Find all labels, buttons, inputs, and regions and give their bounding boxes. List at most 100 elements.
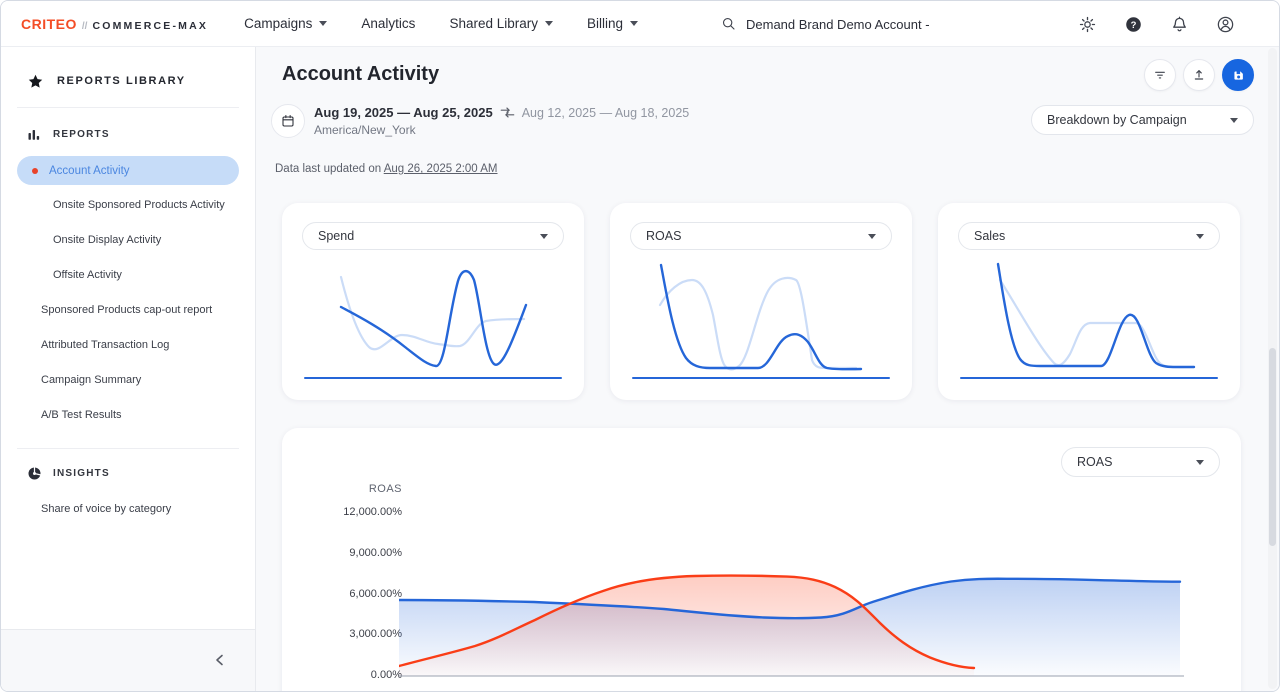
y-tick: 3,000.00% xyxy=(349,628,402,640)
account-icon[interactable] xyxy=(1216,15,1235,34)
date-range-text: Aug 19, 2025 — Aug 25, 2025 Aug 12, 2025… xyxy=(314,104,689,138)
star-icon xyxy=(28,74,43,88)
sidebar: REPORTS LIBRARY REPORTS Account Activity… xyxy=(1,47,256,691)
calendar-icon xyxy=(282,114,294,127)
reports-section-label: REPORTS xyxy=(53,128,110,140)
nav-item-billing[interactable]: Billing xyxy=(587,16,639,31)
bar-chart-icon xyxy=(28,129,40,140)
metric-selector-label: Spend xyxy=(318,229,355,243)
roas-chart-card: ROAS ROAS 12,000.00% 9,000.00% 6,000.00%… xyxy=(282,428,1241,691)
scrollbar-thumb[interactable] xyxy=(1269,348,1276,546)
export-button[interactable] xyxy=(1183,59,1215,91)
sidebar-item-campaign-summary[interactable]: Campaign Summary xyxy=(41,373,142,386)
sidebar-collapse-button[interactable] xyxy=(209,650,229,670)
caret-down-icon xyxy=(540,233,548,239)
reports-library-header: REPORTS LIBRARY xyxy=(1,47,255,91)
date-compare: Aug 12, 2025 — Aug 18, 2025 xyxy=(521,105,690,120)
sidebar-item-ab-test-results[interactable]: A/B Test Results xyxy=(41,408,122,421)
caret-down-icon xyxy=(630,21,639,26)
criteo-logo[interactable]: CRITEO // COMMERCE-MAX xyxy=(21,16,208,32)
gear-icon[interactable] xyxy=(1078,15,1097,34)
unsaved-dot-icon xyxy=(32,167,38,174)
help-icon[interactable]: ? xyxy=(1124,15,1143,34)
roas-sparkline-chart xyxy=(658,263,863,371)
orange-series-area xyxy=(399,575,974,676)
nav-item-shared-library[interactable]: Shared Library xyxy=(449,16,553,31)
date-range-picker[interactable]: Aug 19, 2025 — Aug 25, 2025 Aug 12, 2025… xyxy=(271,104,689,138)
metric-selector-roas[interactable]: ROAS xyxy=(630,222,892,250)
insights-section-header: INSIGHTS xyxy=(27,463,255,483)
sparkline-baseline xyxy=(960,377,1218,379)
reports-library-title: REPORTS LIBRARY xyxy=(57,75,186,87)
nav-icon-group: ? xyxy=(1078,1,1235,47)
date-primary: Aug 19, 2025 — Aug 25, 2025 xyxy=(314,105,493,120)
metric-selector-label: ROAS xyxy=(646,229,682,243)
sales-sparkline-chart xyxy=(996,262,1196,369)
top-nav: CRITEO // COMMERCE-MAX Campaigns Analyti… xyxy=(1,1,1279,47)
nav-item-analytics[interactable]: Analytics xyxy=(361,16,415,31)
nav-item-campaigns[interactable]: Campaigns xyxy=(244,16,328,31)
filter-button[interactable] xyxy=(1144,59,1176,91)
caret-down-icon xyxy=(1196,459,1204,465)
save-button[interactable] xyxy=(1222,59,1254,91)
metric-card-roas: ROAS xyxy=(610,203,912,400)
chart-metric-dropdown[interactable]: ROAS xyxy=(1061,447,1220,477)
product-text: COMMERCE-MAX xyxy=(92,19,209,32)
report-actions xyxy=(1144,59,1254,91)
metric-cards-row: Spend ROAS xyxy=(282,203,1240,400)
calendar-button[interactable] xyxy=(271,104,305,138)
sidebar-item-onsite-sponsored-products-activity[interactable]: Onsite Sponsored Products Activity xyxy=(53,198,225,211)
sidebar-report-list: Onsite Sponsored Products Activity Onsit… xyxy=(1,187,255,432)
metric-card-sales: Sales xyxy=(938,203,1240,400)
sidebar-item-account-activity[interactable]: Account Activity xyxy=(17,156,239,185)
account-switcher[interactable]: Demand Brand Demo Account - xyxy=(721,1,930,47)
caret-down-icon xyxy=(1196,233,1204,239)
bell-icon[interactable] xyxy=(1170,15,1189,34)
sidebar-item-offsite-activity[interactable]: Offsite Activity xyxy=(53,268,122,281)
metric-selector-sales[interactable]: Sales xyxy=(958,222,1220,250)
search-icon xyxy=(722,17,735,30)
brand-separator: // xyxy=(81,20,88,32)
nav-item-label: Shared Library xyxy=(449,16,538,31)
roas-area-chart xyxy=(399,574,1184,677)
y-tick: 6,000.00% xyxy=(349,588,402,600)
updated-prefix: Data last updated on xyxy=(275,163,382,175)
svg-text:?: ? xyxy=(1131,19,1137,30)
breakdown-dropdown[interactable]: Breakdown by Campaign xyxy=(1031,105,1254,135)
insights-section-label: INSIGHTS xyxy=(53,467,110,479)
main-content: Account Activity xyxy=(256,47,1279,691)
donut-icon xyxy=(28,466,42,479)
sidebar-footer xyxy=(1,629,255,691)
reports-section-header: REPORTS xyxy=(27,124,255,144)
nav-item-label: Campaigns xyxy=(244,16,313,31)
nav-item-label: Analytics xyxy=(361,16,416,31)
y-axis-title: ROAS xyxy=(368,483,402,495)
divider xyxy=(17,448,239,449)
caret-down-icon xyxy=(319,21,328,26)
sidebar-item-onsite-display-activity[interactable]: Onsite Display Activity xyxy=(53,233,162,246)
sidebar-item-label: Account Activity xyxy=(49,164,130,177)
metric-selector-spend[interactable]: Spend xyxy=(302,222,564,250)
caret-down-icon xyxy=(1230,117,1238,123)
orange-series-line xyxy=(399,574,976,670)
y-tick: 9,000.00% xyxy=(349,547,402,559)
y-tick: 12,000.00% xyxy=(343,506,402,518)
blue-series-line xyxy=(399,577,1182,620)
caret-down-icon xyxy=(545,21,553,26)
metric-card-spend: Spend xyxy=(282,203,584,400)
sidebar-item-attributed-transaction-log[interactable]: Attributed Transaction Log xyxy=(41,338,170,351)
sparkline-baseline xyxy=(632,377,890,379)
page-scrollbar[interactable] xyxy=(1268,48,1277,689)
data-updated-note: Data last updated on Aug 26, 2025 2:00 A… xyxy=(275,163,498,175)
brand-text: CRITEO xyxy=(21,15,77,32)
account-name: Demand Brand Demo Account - xyxy=(746,16,930,32)
sidebar-item-sponsored-products-cap-out-report[interactable]: Sponsored Products cap-out report xyxy=(41,303,213,316)
sidebar-item-share-of-voice-by-category[interactable]: Share of voice by category xyxy=(41,502,172,515)
timezone: America/New_York xyxy=(314,123,416,137)
nav-item-label: Billing xyxy=(587,16,624,31)
filter-icon xyxy=(1155,71,1165,79)
page-title: Account Activity xyxy=(282,63,440,85)
updated-timestamp-link[interactable]: Aug 26, 2025 2:00 AM xyxy=(383,163,498,175)
nav-menu: Campaigns Analytics Shared Library Billi… xyxy=(244,16,639,31)
